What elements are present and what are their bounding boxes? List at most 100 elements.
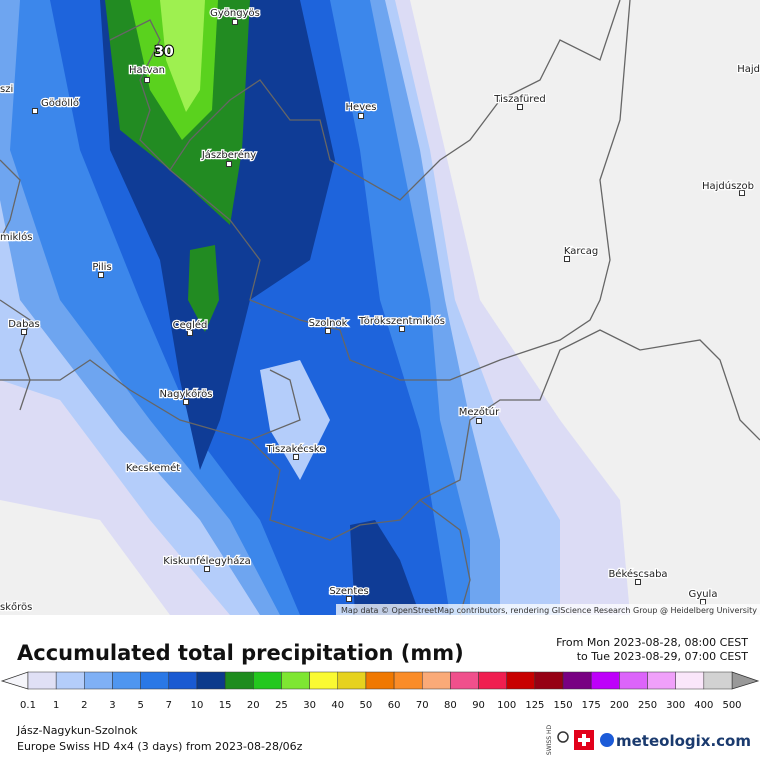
city-label: Gyula (689, 589, 718, 600)
city-label: Kiskunfélegyháza (163, 555, 250, 567)
scale-tick-label: 125 (525, 700, 544, 711)
scale-tick-label: 200 (610, 700, 629, 711)
scale-tick-label: 25 (275, 700, 288, 711)
city-label: Mezőtúr (459, 406, 500, 418)
scale-swatch (675, 671, 705, 690)
city-marker (183, 399, 189, 405)
scale-tick-label: 50 (360, 700, 373, 711)
scale-swatch (281, 671, 310, 690)
scale-swatch (450, 671, 479, 690)
scale-tick-label: 7 (166, 700, 172, 711)
city-label: miklós (0, 231, 32, 243)
scale-tick-label: 30 (303, 700, 316, 711)
scale-tick-label: 500 (722, 700, 741, 711)
city-marker (226, 161, 232, 167)
model: Europe Swiss HD 4x4 (3 days) from 2023-0… (17, 740, 303, 753)
scale-swatch (562, 671, 592, 690)
city-label: Pilis (92, 262, 111, 273)
scale-swatch (55, 671, 85, 690)
scale-swatch (506, 671, 536, 690)
scale-swatch (703, 671, 733, 690)
city-label: szi (0, 84, 13, 95)
legend: Accumulated total precipitation (mm) Fro… (0, 636, 760, 711)
scale-tick-label: 400 (694, 700, 713, 711)
scale-swatch (196, 671, 226, 690)
scale-tick-label: 100 (497, 700, 516, 711)
scale-tick-label: 150 (553, 700, 572, 711)
footer: Jász-Nagykun-Szolnok Europe Swiss HD 4x4… (16, 724, 751, 755)
scale-tick-label: 80 (444, 700, 457, 711)
scale-tick-label: 15 (219, 700, 232, 711)
scale-tick-label: 250 (638, 700, 657, 711)
city-label: Gyöngyös (210, 8, 260, 19)
scale-swatch (84, 671, 113, 690)
city-label: Nagykőrös (159, 388, 212, 400)
city-marker (32, 108, 38, 114)
city-marker (517, 104, 523, 110)
scale-swatch (224, 671, 254, 690)
period-from: From Mon 2023-08-28, 08:00 CEST (556, 636, 748, 649)
scale-swatch (112, 671, 141, 690)
city-marker (358, 113, 364, 119)
scale-swatch (365, 671, 395, 690)
city-marker (98, 272, 104, 278)
scale-tick-label: 3 (109, 700, 115, 711)
city-marker (187, 330, 193, 336)
city-marker (204, 566, 210, 572)
map: 30 Gyöngyös Hatvan Gödöllő Heves Tiszafüred J… (0, 0, 760, 616)
city-label: Békéscsaba (608, 568, 667, 580)
city-marker (232, 19, 238, 25)
city-label: Kecskemét (126, 462, 180, 474)
city-marker (21, 329, 27, 335)
scale-swatch (337, 671, 367, 690)
scale-swatch (647, 671, 676, 690)
region: Jász-Nagykun-Szolnok (16, 724, 138, 737)
city-label: Cegléd (173, 319, 208, 331)
period-to: to Tue 2023-08-29, 07:00 CEST (577, 650, 749, 663)
city-marker (739, 190, 745, 196)
city-label: Szolnok (309, 318, 348, 329)
scale-swatch (393, 671, 423, 690)
legend-title: Accumulated total precipitation (mm) (17, 641, 464, 665)
city-label: Szentes (329, 586, 368, 597)
scale-tick-label: 175 (582, 700, 601, 711)
scale-swatch (534, 671, 564, 690)
scale-swatch (421, 671, 451, 690)
city-marker (293, 454, 299, 460)
scale-tick-label: 90 (472, 700, 485, 711)
scale-tick-label: 40 (331, 700, 344, 711)
contour-label: 30 (154, 44, 174, 60)
city-label: Gödöllő (41, 97, 79, 109)
scale-tick-label: 20 (247, 700, 260, 711)
scale-tick-label: 70 (416, 700, 429, 711)
scale-swatch (140, 671, 170, 690)
scale-swatch (309, 671, 339, 690)
city-marker (144, 77, 150, 83)
scale-tick-label: 2 (81, 700, 87, 711)
city-marker (700, 599, 706, 605)
city-label: Törökszentmiklós (358, 315, 445, 327)
scale-tick-label: 5 (137, 700, 143, 711)
city-label: Hajdúszob (702, 180, 754, 192)
city-marker (325, 328, 331, 334)
city-label: Heves (346, 102, 377, 113)
city-label: Hajd (737, 64, 760, 75)
city-label: Tiszafüred (493, 94, 545, 105)
scale-tick-label: 10 (191, 700, 204, 711)
city-label: Karcag (564, 246, 598, 257)
scale-swatch (590, 671, 620, 690)
scale-swatch (253, 671, 282, 690)
city-label: Hatvan (129, 65, 165, 76)
attribution: Map data © OpenStreetMap contributors, r… (341, 606, 757, 615)
badge: SWISS HD (546, 725, 553, 756)
scale-swatch (168, 671, 198, 690)
city-marker (346, 596, 352, 602)
scale-swatch (619, 671, 648, 690)
scale-tick-label: 1 (53, 700, 59, 711)
city-marker (399, 326, 405, 332)
city-label: Jászberény (201, 149, 256, 161)
brand[interactable]: meteologix.com (616, 732, 751, 750)
city-label: Dabas (8, 319, 40, 330)
scale-tick-label: 300 (666, 700, 685, 711)
